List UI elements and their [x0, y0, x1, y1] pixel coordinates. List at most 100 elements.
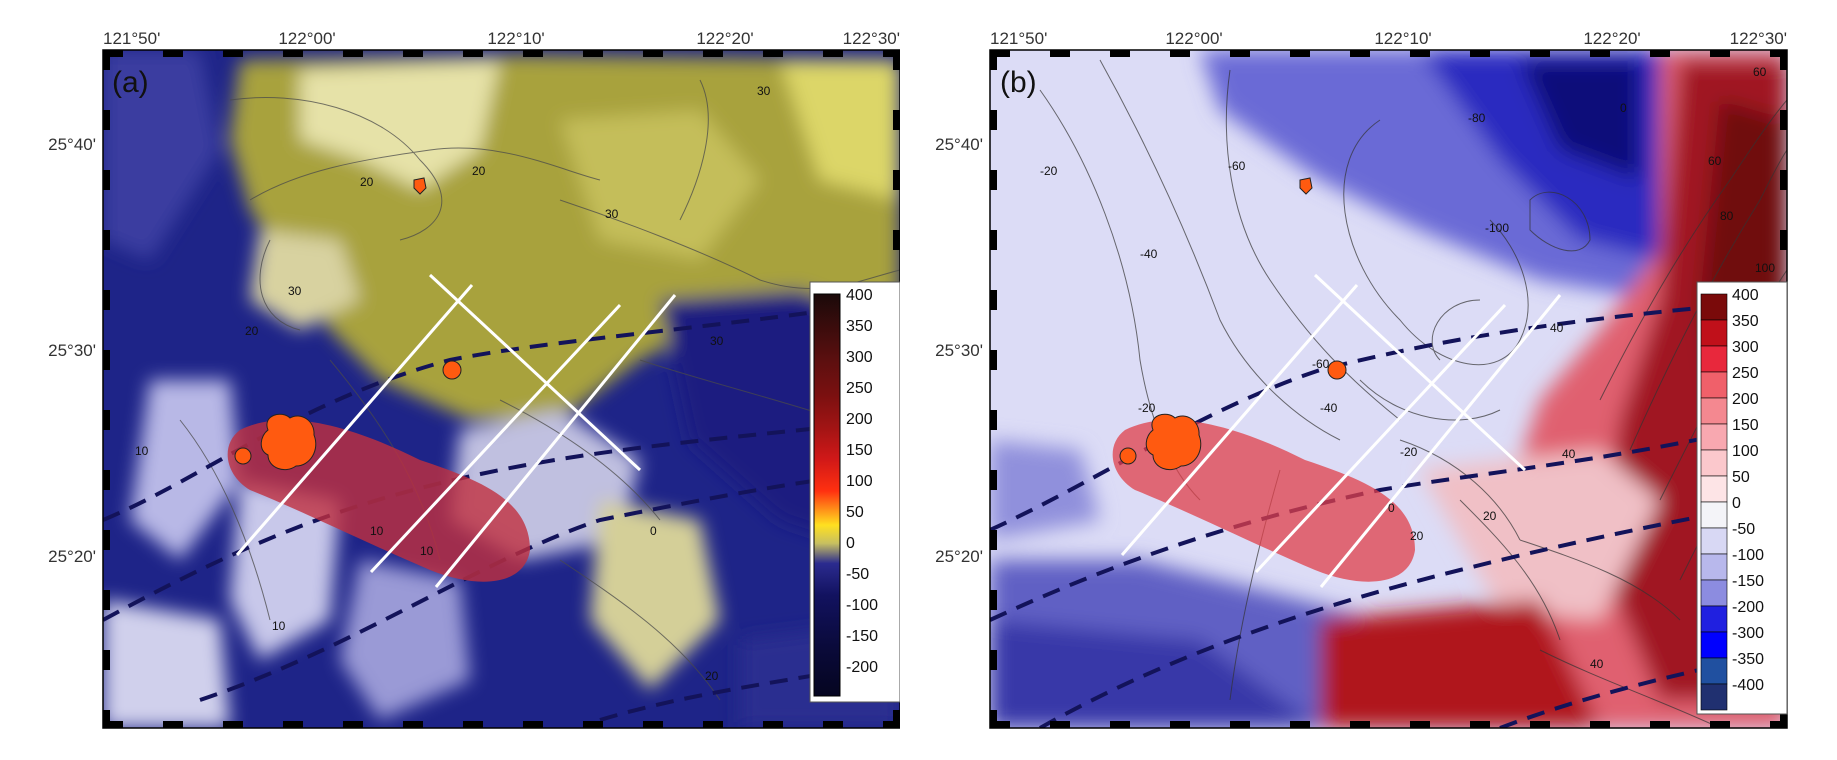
lon-label: 122°00'	[278, 29, 335, 48]
panel-b: -20 -40 -60 -80 -100 -60 -40 -20 -20 0 2…	[900, 0, 1837, 760]
panel-label: (b)	[1000, 66, 1037, 99]
longitude-labels: 121°50' 122°00' 122°10' 122°20' 122°30'	[990, 29, 1787, 48]
lon-label: 122°20'	[696, 29, 753, 48]
volcano-icon	[234, 447, 252, 465]
map-b-svg: -20 -40 -60 -80 -100 -60 -40 -20 -20 0 2…	[935, 29, 1788, 729]
lon-label: 122°30'	[1730, 29, 1787, 48]
profile-lines	[1120, 273, 1562, 588]
lon-label: 122°10'	[487, 29, 544, 48]
latitude-labels: 25°40' 25°30' 25°20'	[48, 135, 96, 566]
volcano-icon	[260, 413, 317, 470]
colorbar-ticks: 400 350 300 250 200 150 100 50 0 -50 -10…	[846, 287, 878, 676]
contour-label: 30	[710, 334, 724, 348]
colorbar-block	[1700, 345, 1728, 373]
colorbar-tick: -100	[846, 597, 878, 614]
colorbar-tick: 0	[1732, 495, 1741, 512]
colorbar-block	[1700, 371, 1728, 399]
volcano-markers	[1119, 177, 1347, 470]
colorbar-block	[1700, 631, 1728, 659]
colorbar-tick: -150	[846, 628, 878, 645]
contour-label: -20	[1040, 164, 1058, 178]
contour-label: 10	[135, 444, 149, 458]
contour-label: 30	[288, 284, 302, 298]
volcano-icon	[413, 177, 427, 195]
contour-label: 20	[1483, 509, 1497, 523]
colorbar-tick: 150	[846, 442, 873, 459]
contour-label: 20	[705, 669, 719, 683]
lon-label: 122°20'	[1583, 29, 1640, 48]
colorbar-block	[1700, 293, 1728, 321]
colorbar-tick: -350	[1732, 651, 1764, 668]
contour-label: 60	[1753, 65, 1767, 79]
contour-label: 80	[1720, 209, 1734, 223]
colorbar-tick: 100	[1732, 443, 1759, 460]
lon-label: 121°50'	[990, 29, 1047, 48]
colorbar-block	[1700, 683, 1728, 711]
lat-label: 25°30'	[48, 341, 96, 360]
volcano-markers	[234, 177, 462, 470]
contour-label: 10	[420, 544, 434, 558]
longitude-labels: 121°50' 122°00' 122°10' 122°20' 122°30'	[103, 29, 900, 48]
colorbar-a: 400 350 300 250 200 150 100 50 0 -50 -10…	[809, 281, 901, 703]
magnetic-anomaly-field: 20 20 20 30 30 30 30 10 10 10 10 0 20	[103, 50, 900, 728]
contour-label: -40	[1320, 401, 1338, 415]
contour-label: 30	[757, 84, 771, 98]
profile-lines	[235, 273, 677, 588]
colorbar-tick: 400	[846, 287, 873, 304]
lat-label: 25°30'	[935, 341, 983, 360]
contour-label: -80	[1468, 111, 1486, 125]
panel-label: (a)	[112, 66, 149, 99]
volcano-icon	[442, 360, 462, 380]
colorbar-block	[1700, 527, 1728, 555]
contour-label: 60	[1708, 154, 1722, 168]
colorbar-tick: 250	[1732, 365, 1759, 382]
colorbar-blocks	[1700, 293, 1728, 711]
colorbar-tick: 200	[846, 411, 873, 428]
colorbar-block	[1700, 501, 1728, 529]
colorbar-tick: -100	[1732, 547, 1764, 564]
contour-label: 20	[245, 324, 259, 338]
colorbar-block	[1700, 657, 1728, 685]
colorbar-block	[1700, 579, 1728, 607]
colorbar-tick: 300	[1732, 339, 1759, 356]
map-a-svg: 20 20 20 30 30 30 30 10 10 10 10 0 20 (a…	[48, 29, 901, 729]
colorbar-tick: -200	[846, 659, 878, 676]
colorbar-tick: 300	[846, 349, 873, 366]
contour-label: -60	[1312, 357, 1330, 371]
lat-label: 25°20'	[935, 547, 983, 566]
colorbar-tick: -50	[1732, 521, 1755, 538]
colorbar-block	[1700, 423, 1728, 451]
lon-label: 121°50'	[103, 29, 160, 48]
colorbar-tick: 350	[846, 318, 873, 335]
colorbar-block	[1700, 605, 1728, 633]
contour-label: 40	[1590, 657, 1604, 671]
colorbar-tick: 0	[846, 535, 855, 552]
contour-label: -20	[1400, 445, 1418, 459]
colorbar-tick: -150	[1732, 573, 1764, 590]
volcano-icon	[1299, 177, 1313, 195]
contour-label: 100	[1755, 261, 1775, 275]
colorbar-block	[1700, 397, 1728, 425]
gravity-anomaly-field: -20 -40 -60 -80 -100 -60 -40 -20 -20 0 2…	[990, 50, 1787, 728]
colorbar-ticks: 400 350 300 250 200 150 100 50 0 -50 -10…	[1732, 287, 1764, 694]
colorbar-tick: 250	[846, 380, 873, 397]
lat-label: 25°40'	[48, 135, 96, 154]
colorbar-gradient	[813, 293, 841, 697]
lat-label: 25°40'	[935, 135, 983, 154]
panel-a: 20 20 20 30 30 30 30 10 10 10 10 0 20 (a…	[0, 0, 901, 760]
lon-label: 122°00'	[1165, 29, 1222, 48]
volcano-icon	[1327, 360, 1347, 380]
contour-label: 20	[472, 164, 486, 178]
contour-labels: 20 20 20 30 30 30 30 10 10 10 10 0 20	[135, 84, 771, 683]
contour-label: 40	[1562, 447, 1576, 461]
colorbar-tick: 350	[1732, 313, 1759, 330]
contour-label: 10	[370, 524, 384, 538]
contour-label: -100	[1485, 221, 1509, 235]
colorbar-block	[1700, 449, 1728, 477]
colorbar-tick: 400	[1732, 287, 1759, 304]
contour-label: 0	[1388, 501, 1395, 515]
colorbar-b: 400 350 300 250 200 150 100 50 0 -50 -10…	[1696, 281, 1788, 715]
contour-label: 10	[272, 619, 286, 633]
colorbar-tick: -400	[1732, 677, 1764, 694]
colorbar-tick: -200	[1732, 599, 1764, 616]
